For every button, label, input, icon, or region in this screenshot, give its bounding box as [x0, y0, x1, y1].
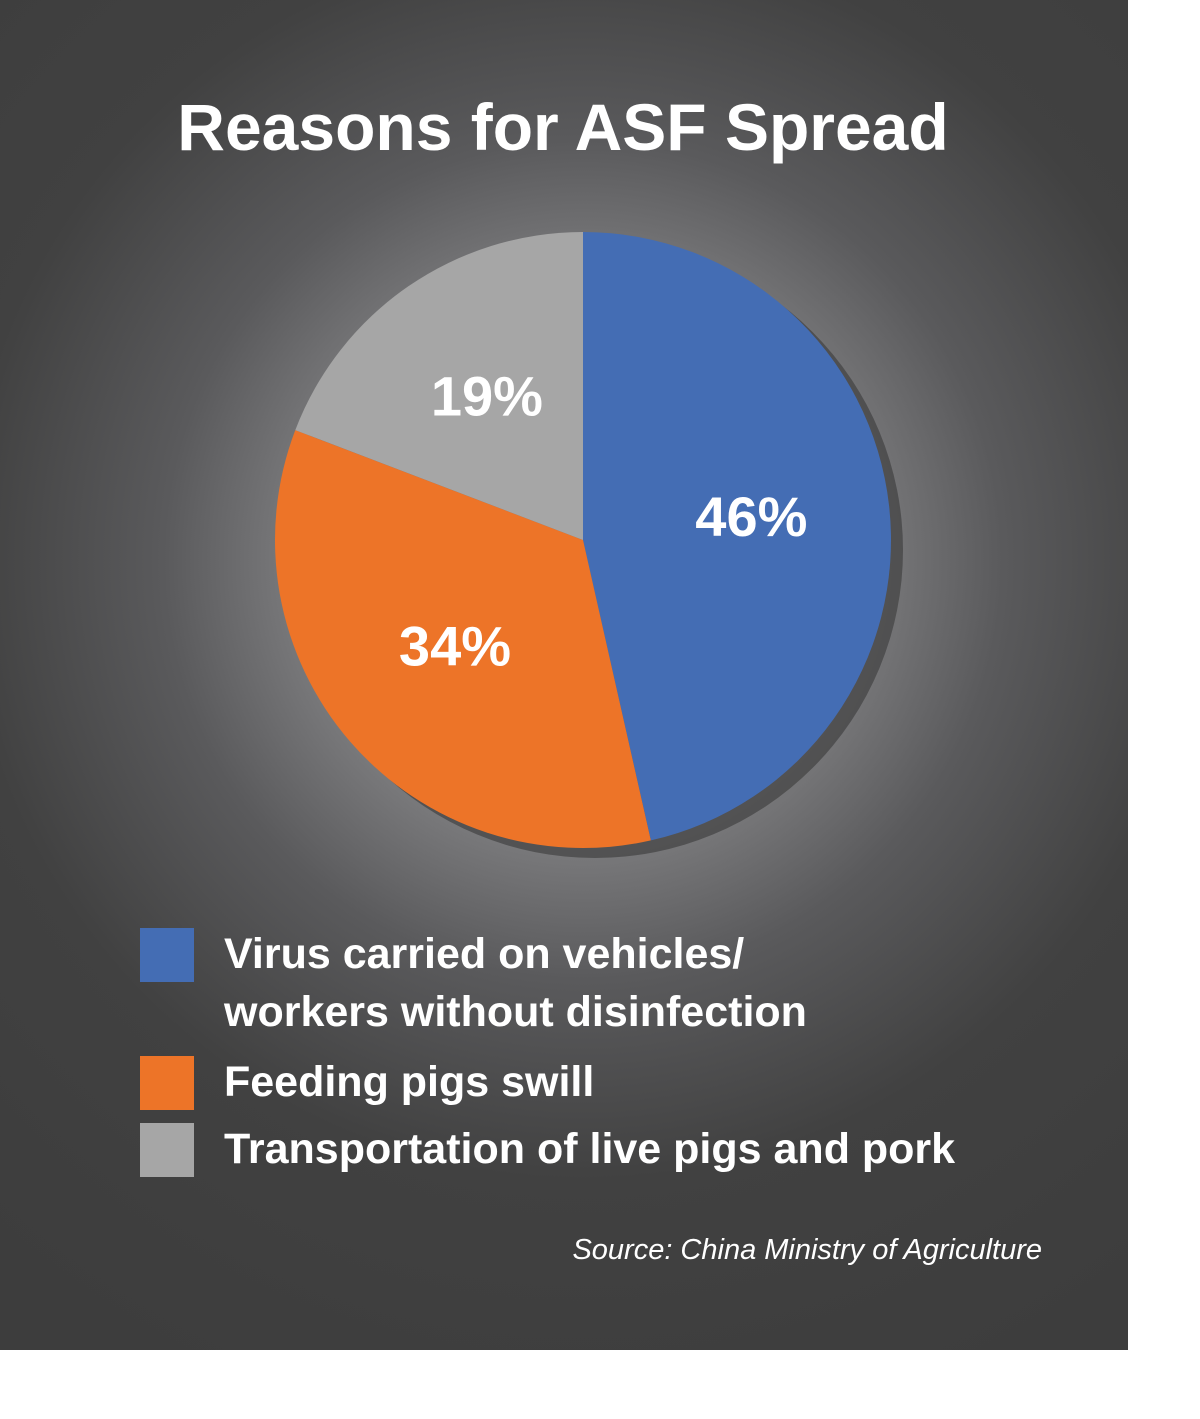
pie-slice — [295, 232, 583, 540]
slice-label: 46% — [695, 485, 807, 548]
legend-label: Transportation of live pigs and pork — [224, 1125, 956, 1173]
slice-label: 34% — [399, 615, 511, 678]
slice-label: 19% — [431, 364, 543, 427]
pie-slice — [274, 430, 651, 848]
legend-entry: Virus carried on vehicles/ workers witho… — [140, 928, 807, 1041]
pie-slice — [583, 232, 891, 841]
chart-title: Reasons for ASF Spread — [177, 90, 948, 164]
legend-swatch — [140, 928, 194, 982]
legend-label: Feeding pigs swill — [224, 1058, 595, 1106]
source-note: Source: China Ministry of Agriculture — [572, 1234, 1042, 1266]
legend-entry: Transportation of live pigs and pork — [140, 1123, 955, 1178]
pie: 46% 34% 19% — [274, 232, 903, 858]
legend-swatch — [140, 1056, 194, 1110]
legend-swatch — [140, 1123, 194, 1177]
legend-label: Virus carried on vehicles/ workers witho… — [224, 930, 807, 1036]
legend-entry: Feeding pigs swill — [140, 1056, 594, 1111]
